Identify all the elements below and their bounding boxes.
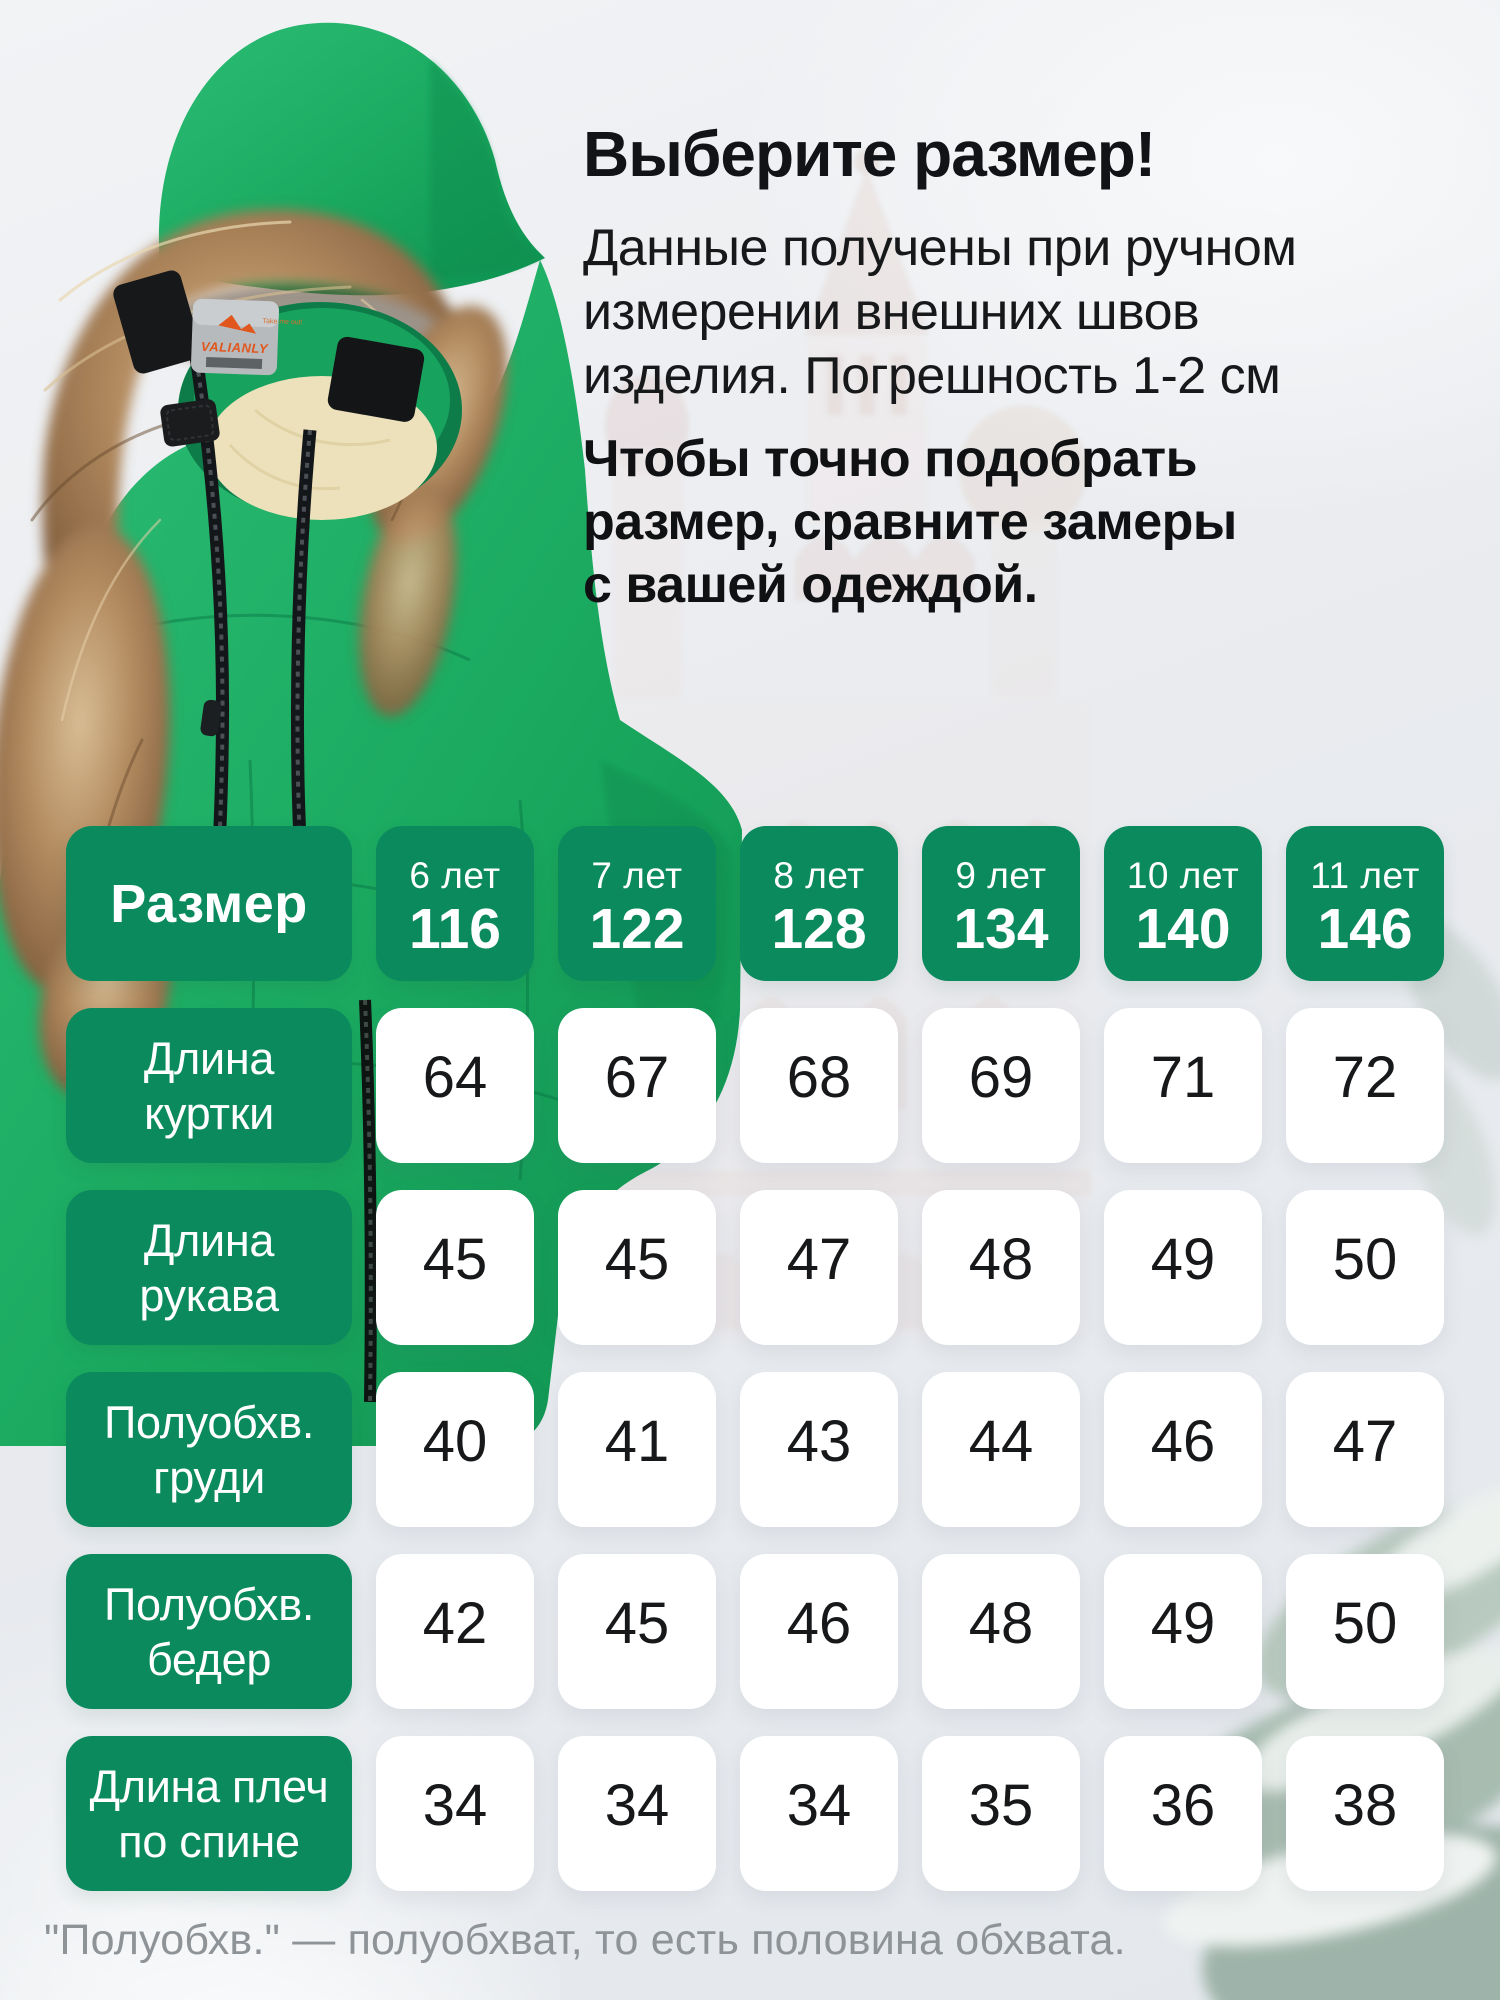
- footnote: "Полуобхв." — полуобхват, то есть полови…: [44, 1916, 1126, 1964]
- value-cell: 45: [558, 1190, 716, 1345]
- column-header: 6 лет 116: [376, 826, 534, 981]
- value-cell: 46: [1104, 1372, 1262, 1527]
- value-cell: 41: [558, 1372, 716, 1527]
- value-cell: 35: [922, 1736, 1080, 1891]
- column-header: 8 лет 128: [740, 826, 898, 981]
- value-cell: 64: [376, 1008, 534, 1163]
- emphasis-line: Чтобы точно подобрать: [583, 430, 1198, 488]
- emphasis-line: с вашей одеждой.: [583, 556, 1038, 614]
- corner-label: Размер: [110, 873, 308, 934]
- hang-tag-text: Take me out!: [262, 318, 302, 326]
- table-corner-cell: Размер: [66, 826, 352, 981]
- emphasis-line: размер, сравните замеры: [583, 493, 1237, 551]
- value-cell: 67: [558, 1008, 716, 1163]
- value-cell: 71: [1104, 1008, 1262, 1163]
- headline-block: Выберите размер! Данные получены при руч…: [583, 118, 1373, 617]
- value-cell: 69: [922, 1008, 1080, 1163]
- page-title: Выберите размер!: [583, 118, 1156, 190]
- value-cell: 34: [376, 1736, 534, 1891]
- size-table: Размер 6 лет 116 7 лет 122 8 лет 128 9 л…: [66, 826, 1444, 1891]
- column-header: 9 лет 134: [922, 826, 1080, 981]
- value-cell: 34: [740, 1736, 898, 1891]
- subtitle-line: изделия. Погрешность 1-2 см: [583, 347, 1281, 405]
- collar-tab-left: [113, 270, 202, 374]
- row-label: Длина рукава: [66, 1190, 352, 1345]
- value-cell: 49: [1104, 1190, 1262, 1345]
- row-label: Полуобхв. груди: [66, 1372, 352, 1527]
- value-cell: 49: [1104, 1554, 1262, 1709]
- value-cell: 36: [1104, 1736, 1262, 1891]
- value-cell: 68: [740, 1008, 898, 1163]
- value-cell: 45: [558, 1554, 716, 1709]
- collar-tab-right: [327, 336, 425, 422]
- row-label: Длина куртки: [66, 1008, 352, 1163]
- value-cell: 50: [1286, 1554, 1444, 1709]
- brand-name-text: VALIANLY: [201, 339, 269, 356]
- value-cell: 42: [376, 1554, 534, 1709]
- velcro-strap: [160, 399, 220, 447]
- subtitle-line: измерении внешних швов: [583, 283, 1200, 341]
- value-cell: 48: [922, 1190, 1080, 1345]
- value-cell: 43: [740, 1372, 898, 1527]
- zipper-pull: [200, 699, 222, 737]
- value-cell: 40: [376, 1372, 534, 1527]
- value-cell: 48: [922, 1554, 1080, 1709]
- column-header: 7 лет 122: [558, 826, 716, 981]
- brand-logo-icon: [218, 314, 257, 334]
- subtitle-line: Данные получены при ручном: [583, 219, 1297, 277]
- subtitle: Данные получены при ручном измерении вне…: [583, 216, 1373, 408]
- value-cell: 38: [1286, 1736, 1444, 1891]
- value-cell: 34: [558, 1736, 716, 1891]
- emphasis-text: Чтобы точно подобрать размер, сравните з…: [583, 428, 1373, 617]
- value-cell: 47: [1286, 1372, 1444, 1527]
- row-label: Полуобхв. бедер: [66, 1554, 352, 1709]
- row-label: Длина плеч по спине: [66, 1736, 352, 1891]
- value-cell: 46: [740, 1554, 898, 1709]
- value-cell: 44: [922, 1372, 1080, 1527]
- value-cell: 50: [1286, 1190, 1444, 1345]
- column-header: 11 лет 146: [1286, 826, 1444, 981]
- snow-foreground: [0, 1870, 560, 2000]
- value-cell: 45: [376, 1190, 534, 1345]
- value-cell: 47: [740, 1190, 898, 1345]
- brand-label: Take me out! VALIANLY: [191, 298, 303, 376]
- column-header: 10 лет 140: [1104, 826, 1262, 981]
- value-cell: 72: [1286, 1008, 1444, 1163]
